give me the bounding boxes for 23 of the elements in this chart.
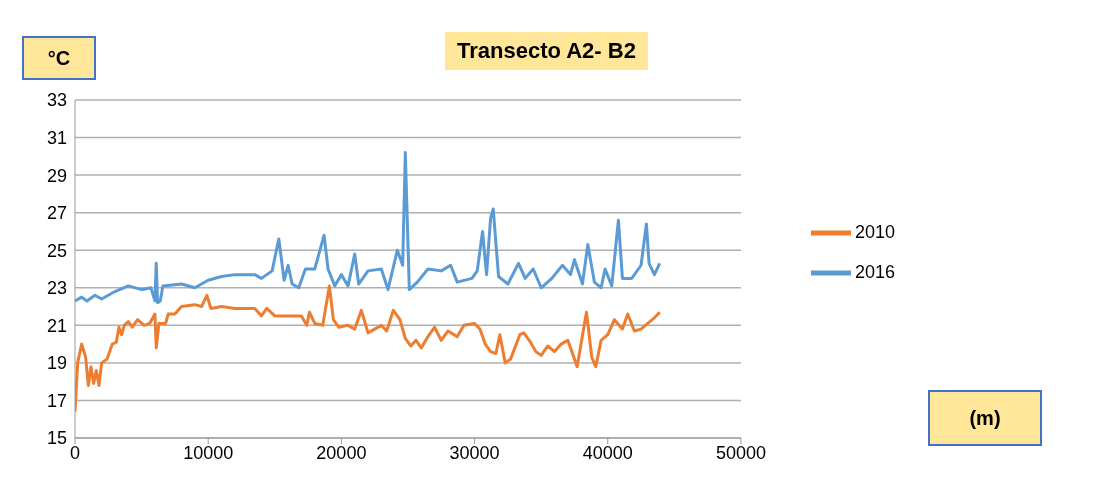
y-axis-title: °C <box>22 36 96 80</box>
x-tick-label: 0 <box>69 442 81 463</box>
legend-label: 2016 <box>854 261 895 282</box>
legend-label: 2010 <box>854 221 895 242</box>
y-tick-label: 23 <box>46 278 67 299</box>
x-tick-label: 50000 <box>715 442 766 463</box>
x-tick-label: 20000 <box>316 442 367 463</box>
x-tick-label: 40000 <box>582 442 633 463</box>
text: (m) <box>928 390 1042 446</box>
y-tick-label: 29 <box>46 165 67 186</box>
x-tick-label: 30000 <box>449 442 500 463</box>
y-tick-label: 17 <box>46 390 67 411</box>
y-tick-label: 19 <box>46 353 67 374</box>
line-series <box>75 284 662 414</box>
y-tick-label: 31 <box>46 127 67 148</box>
chart-title: Transecto A2- B2 <box>445 32 648 70</box>
y-tick-label: 15 <box>46 428 67 449</box>
y-tick-label: 21 <box>46 315 67 336</box>
line-series <box>75 151 662 305</box>
y-tick-label: 25 <box>46 240 67 261</box>
x-tick-label: 10000 <box>183 442 234 463</box>
y-tick-label: 27 <box>46 203 67 224</box>
y-tick-label: 33 <box>46 90 67 111</box>
